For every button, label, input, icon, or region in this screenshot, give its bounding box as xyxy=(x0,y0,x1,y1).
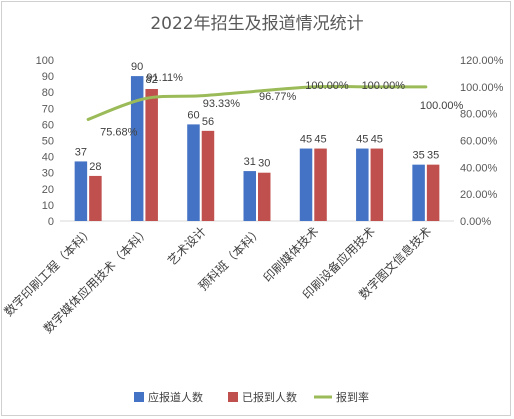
bar-expected xyxy=(130,76,144,221)
rate-value-label: 93.33% xyxy=(203,98,241,110)
legend-label: 已报到人数 xyxy=(242,390,297,404)
chart-title: 2022年招生及报道情况统计 xyxy=(150,14,363,34)
bar-value-label: 37 xyxy=(75,146,87,158)
legend-label: 应报道人数 xyxy=(148,390,203,404)
rate-value-label: 100.00% xyxy=(362,80,406,92)
bar-value-label: 35 xyxy=(412,150,424,162)
bar-expected xyxy=(299,148,313,221)
category-label: 印刷媒体技术 xyxy=(261,224,322,285)
bar-value-label: 82 xyxy=(146,74,158,86)
category-label: 数字媒体应用技术（本科） xyxy=(40,224,152,336)
right-axis-tick-label: 0.00% xyxy=(460,216,491,228)
bar-expected xyxy=(243,171,256,221)
bar-value-label: 28 xyxy=(89,161,101,173)
bar-value-label: 45 xyxy=(300,134,312,146)
bar-expected xyxy=(187,124,200,221)
right-axis-tick-label: 20.00% xyxy=(460,189,498,201)
bar-value-label: 45 xyxy=(356,134,368,146)
category-label: 艺术设计 xyxy=(165,224,209,268)
rate-value-label: 75.68% xyxy=(100,126,138,138)
legend-swatch xyxy=(228,392,238,402)
left-axis-tick-label: 70 xyxy=(42,103,54,115)
left-axis-tick-label: 10 xyxy=(42,200,54,212)
left-axis-tick-label: 0 xyxy=(48,216,54,228)
bar-value-label: 45 xyxy=(371,134,383,146)
bar-registered xyxy=(314,148,327,221)
bar-value-label: 56 xyxy=(202,116,214,128)
bar-value-label: 31 xyxy=(244,156,256,168)
right-axis-tick-label: 60.00% xyxy=(460,136,498,148)
bar-value-label: 45 xyxy=(314,134,326,146)
bar-registered xyxy=(89,175,102,221)
rate-value-label: 100.00% xyxy=(305,80,349,92)
left-axis-tick-label: 50 xyxy=(42,136,54,148)
bar-expected xyxy=(74,161,88,221)
bar-registered xyxy=(426,164,440,221)
left-axis-tick-label: 40 xyxy=(42,152,54,164)
rate-line xyxy=(86,85,428,121)
bar-value-label: 35 xyxy=(427,150,439,162)
bar-expected xyxy=(356,148,369,221)
right-axis-tick-label: 80.00% xyxy=(460,109,498,121)
bar-value-label: 60 xyxy=(187,109,199,121)
bar-expected xyxy=(412,164,425,221)
legend-swatch xyxy=(134,392,144,402)
rate-value-label: 91.11% xyxy=(146,72,183,84)
bar-registered xyxy=(370,148,384,221)
rate-value-label: 96.77% xyxy=(259,91,297,103)
bar-value-label: 30 xyxy=(258,158,270,170)
bar-registered xyxy=(145,88,158,221)
left-axis-tick-label: 90 xyxy=(42,71,54,83)
bar-registered xyxy=(201,130,215,221)
right-axis-tick-label: 120.00% xyxy=(460,55,504,67)
right-axis-tick-label: 100.00% xyxy=(460,82,504,94)
left-axis-tick-label: 60 xyxy=(42,119,54,131)
left-axis-tick-label: 20 xyxy=(42,184,54,196)
legend-label: 报到率 xyxy=(336,390,369,404)
bar-registered xyxy=(258,172,271,221)
rate-value-label: 100.00% xyxy=(420,100,464,112)
left-axis-tick-label: 100 xyxy=(36,55,54,67)
right-axis-tick-label: 40.00% xyxy=(460,162,498,174)
bar-value-label: 90 xyxy=(131,61,143,73)
left-axis-tick-label: 80 xyxy=(42,87,54,99)
left-axis-tick-label: 30 xyxy=(42,168,54,180)
